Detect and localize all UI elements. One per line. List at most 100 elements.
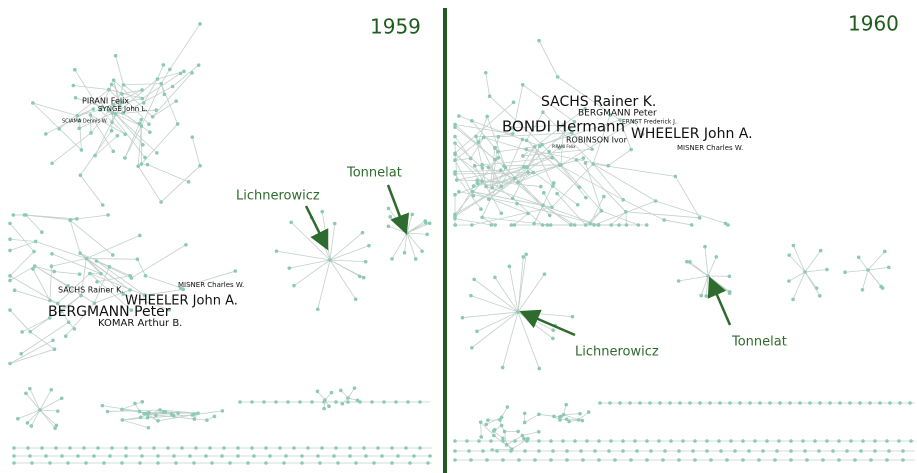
node [471,193,476,198]
node [210,461,214,465]
node [536,429,541,434]
edge [601,210,639,226]
node [329,390,334,395]
node [138,415,143,420]
edge [122,112,151,133]
node [71,83,76,88]
node [176,411,180,415]
edge [477,157,499,184]
node [340,401,345,406]
edge [79,252,131,291]
node [100,203,105,207]
node [140,96,145,101]
node [252,454,256,458]
edge [480,421,495,436]
edge [80,174,104,206]
node [205,418,209,422]
node [289,220,293,225]
node [328,258,332,262]
edge [347,387,355,399]
node [196,63,201,67]
node [228,461,232,465]
node [274,400,278,404]
node [789,439,793,443]
node [79,293,83,298]
node [12,454,16,458]
node [412,454,416,458]
edge [480,422,482,437]
node [470,189,475,194]
node [154,413,158,418]
edge [29,388,41,411]
node [178,71,183,76]
node [150,114,155,119]
edge [804,269,827,273]
node [485,458,489,462]
node [606,163,611,168]
node [55,301,60,306]
node [220,409,225,413]
node [818,401,822,405]
edge [454,136,472,159]
author-label: PIRANI Felix [82,97,129,106]
edge [788,254,806,273]
edge [610,211,627,226]
node [555,191,559,196]
node [499,211,504,216]
author-label: ERNST Frederick J. [622,119,677,126]
node [531,170,536,175]
node [613,458,617,462]
node [93,153,97,158]
node [192,412,197,416]
node [120,100,125,105]
node [478,420,483,424]
edge [75,97,103,108]
edge [115,78,158,115]
node [568,223,573,227]
node [123,156,127,160]
node [789,449,793,453]
node [274,249,279,253]
node [496,134,501,139]
node [469,458,473,462]
edge [494,277,519,313]
edge [115,113,144,146]
edge [542,111,594,165]
node [298,400,302,404]
node [453,134,457,139]
node [59,309,63,314]
node [565,449,569,453]
node [460,315,465,320]
node [147,410,151,415]
node [73,67,77,72]
node [54,446,58,450]
node [901,449,905,453]
edge [389,216,408,234]
node [596,223,601,227]
node [873,449,877,453]
edge [473,157,553,187]
edge [481,217,496,226]
node [522,165,526,169]
node [909,439,913,443]
edge [486,416,502,425]
edge [79,112,113,129]
node [367,243,371,248]
node [124,446,128,450]
node [453,125,457,129]
node [50,161,54,166]
author-label: ROBINSON Ivor [566,136,628,145]
node [773,458,777,462]
node [91,107,96,111]
node [537,144,542,149]
node [142,293,147,297]
node [521,255,526,259]
node [492,427,497,432]
node [520,83,525,87]
node [286,400,290,404]
edge [704,246,709,277]
node [591,162,595,166]
node [66,320,71,325]
edge [74,69,101,111]
edge [160,83,179,125]
